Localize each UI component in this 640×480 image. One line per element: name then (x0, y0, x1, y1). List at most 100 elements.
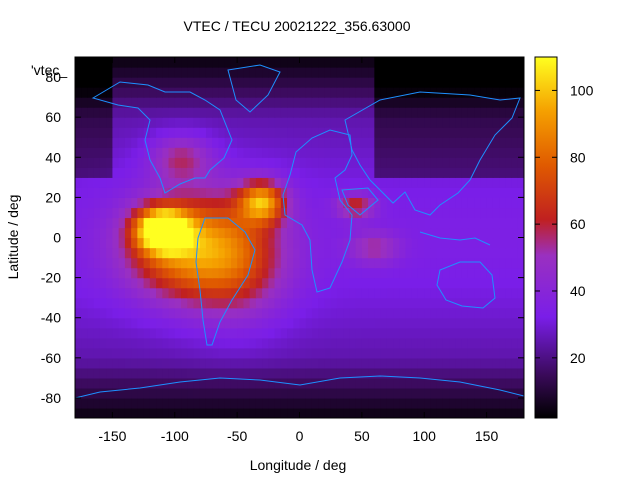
coast-greenland (227, 64, 281, 113)
heatmap-cell (324, 287, 332, 299)
heatmap-cell (224, 257, 232, 269)
heatmap-cell (399, 137, 407, 148)
heatmap-cell (124, 357, 132, 369)
heatmap-cell (517, 147, 524, 158)
heatmap-cell (361, 307, 369, 319)
heatmap-cell (81, 367, 89, 379)
heatmap-cell (461, 387, 469, 399)
heatmap-cell (174, 197, 182, 209)
heatmap-cell (380, 287, 388, 299)
heatmap-cell (349, 367, 357, 379)
heatmap-cell (181, 247, 188, 259)
heatmap-cell (212, 207, 220, 219)
heatmap-cell (517, 277, 524, 289)
heatmap-cell (461, 347, 469, 359)
heatmap-cell (361, 127, 369, 138)
heatmap-cell (149, 97, 157, 108)
heatmap-cell (230, 137, 238, 148)
heatmap-cell (474, 337, 481, 349)
heatmap-cell (131, 247, 138, 259)
heatmap-cell (318, 87, 326, 98)
heatmap-cell (212, 227, 220, 239)
heatmap-cell (436, 317, 444, 329)
heatmap-cell (268, 107, 276, 118)
heatmap-cell (386, 97, 394, 108)
x-tick-label: -50 (227, 428, 247, 444)
heatmap-cell (380, 87, 388, 98)
heatmap-cell (187, 197, 195, 209)
heatmap-cell (181, 67, 188, 78)
heatmap-cell (237, 357, 244, 369)
heatmap-cell (361, 77, 369, 88)
heatmap-cell (162, 337, 170, 349)
heatmap-cell (193, 167, 201, 178)
heatmap-cell (424, 247, 432, 259)
heatmap-cell (505, 207, 513, 219)
heatmap-cell (287, 127, 294, 138)
heatmap-cell (274, 327, 282, 339)
heatmap-cell (118, 117, 126, 128)
heatmap-cell (355, 87, 363, 98)
heatmap-cell (368, 287, 375, 299)
heatmap-cell (436, 257, 444, 269)
heatmap-cell (517, 337, 524, 349)
heatmap-cell (399, 197, 407, 209)
heatmap-cell (499, 147, 506, 158)
heatmap-cell (218, 97, 226, 108)
heatmap-cell (399, 377, 407, 389)
heatmap-cell (224, 287, 232, 299)
heatmap-cell (280, 217, 288, 229)
heatmap-cell (93, 187, 101, 198)
heatmap-cell (168, 397, 176, 409)
heatmap-cell (374, 187, 382, 198)
heatmap-cell (411, 217, 419, 229)
heatmap-cell (299, 187, 307, 198)
heatmap-cell (237, 397, 244, 409)
heatmap-cell (336, 177, 344, 188)
heatmap-cell (343, 407, 350, 418)
heatmap-cell (255, 227, 263, 239)
heatmap-cell (143, 347, 151, 359)
heatmap-cell (486, 247, 494, 259)
heatmap-cell (311, 207, 319, 219)
heatmap-cell (349, 327, 357, 339)
heatmap-cell (237, 117, 244, 128)
heatmap-cell (149, 207, 157, 219)
heatmap-cell (87, 307, 95, 319)
heatmap-cell (511, 257, 519, 269)
heatmap-cell (118, 397, 126, 409)
heatmap-cell (156, 307, 163, 319)
heatmap-cell (280, 127, 288, 138)
heatmap-cell (106, 247, 114, 259)
heatmap-cell (81, 357, 89, 369)
heatmap-cell (118, 347, 126, 359)
heatmap-cell (299, 247, 307, 259)
heatmap-cell (212, 237, 220, 249)
heatmap-cell (224, 97, 232, 108)
heatmap-cell (255, 347, 263, 359)
heatmap-cell (274, 297, 282, 309)
heatmap-cell (174, 147, 182, 158)
heatmap-cell (380, 147, 388, 158)
heatmap-cell (274, 387, 282, 399)
heatmap-cell (436, 367, 444, 379)
heatmap-cell (355, 367, 363, 379)
heatmap-cell (318, 317, 326, 329)
heatmap-cell (399, 127, 407, 138)
heatmap-cell (274, 367, 282, 379)
heatmap-cell (499, 217, 506, 229)
heatmap-cell (249, 397, 257, 409)
heatmap-cell (131, 187, 138, 198)
heatmap-cell (299, 237, 307, 249)
heatmap-cell (149, 257, 157, 269)
heatmap-cell (386, 277, 394, 289)
heatmap-cell (368, 257, 375, 269)
heatmap-cell (287, 117, 294, 128)
heatmap-cell (87, 367, 95, 379)
heatmap-cell (499, 387, 506, 399)
heatmap-cell (255, 267, 263, 279)
heatmap-cell (149, 347, 157, 359)
heatmap-cell (399, 307, 407, 319)
heatmap-cell (81, 247, 89, 259)
heatmap-cell (299, 367, 307, 379)
